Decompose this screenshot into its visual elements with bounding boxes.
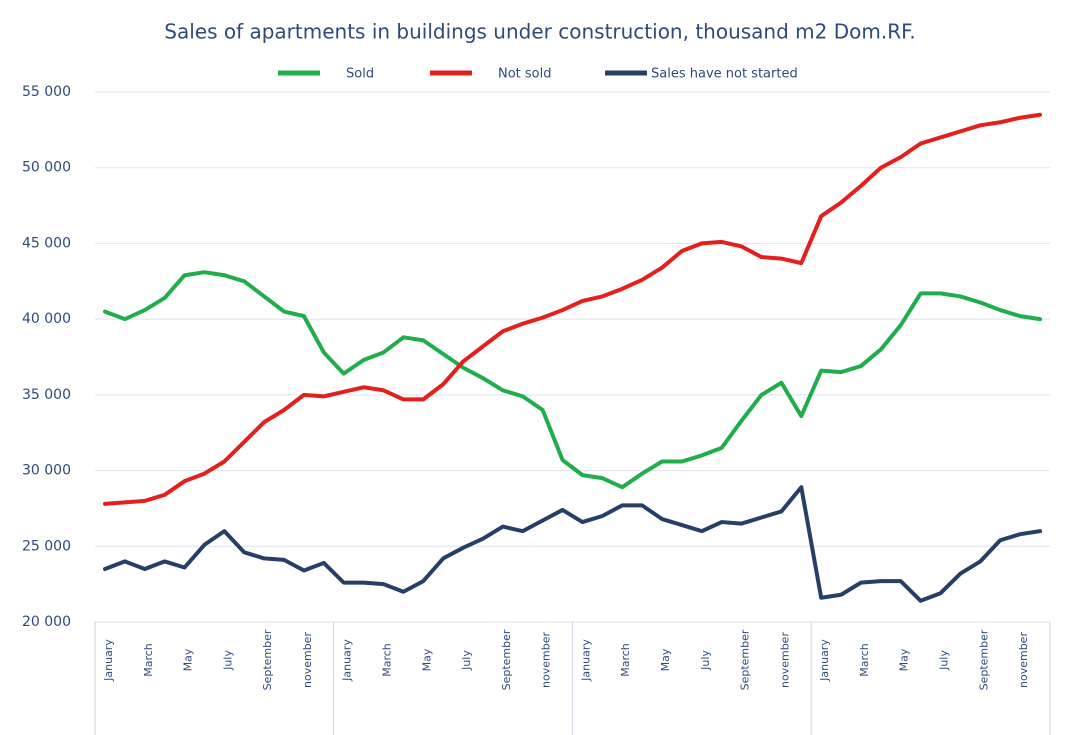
x-tick-label: January bbox=[341, 639, 354, 682]
x-tick-label: September bbox=[977, 629, 990, 690]
x-tick-label: January bbox=[818, 639, 831, 682]
legend-label: Not sold bbox=[498, 67, 552, 82]
y-tick-label: 45 000 bbox=[22, 235, 71, 251]
x-tick-label: May bbox=[898, 648, 911, 671]
x-tick-label: March bbox=[619, 643, 632, 677]
y-tick-label: 30 000 bbox=[22, 463, 71, 479]
x-tick-label: January bbox=[579, 639, 592, 682]
x-tick-label: May bbox=[182, 648, 195, 671]
x-tick-label: november bbox=[778, 632, 791, 688]
x-tick-label: September bbox=[261, 629, 274, 690]
y-tick-label: 55 000 bbox=[22, 84, 71, 100]
legend-label: Sold bbox=[346, 67, 374, 82]
x-tick-label: november bbox=[301, 632, 314, 688]
x-tick-label: September bbox=[739, 629, 752, 690]
x-tick-label: March bbox=[142, 643, 155, 677]
y-tick-label: 20 000 bbox=[22, 614, 71, 630]
series-line bbox=[103, 112, 1042, 506]
x-tick-label: September bbox=[500, 629, 513, 690]
x-tick-label: March bbox=[858, 643, 871, 677]
chart-title: Sales of apartments in buildings under c… bbox=[164, 20, 916, 44]
x-tick-label: november bbox=[540, 632, 553, 688]
y-tick-label: 40 000 bbox=[22, 311, 71, 327]
x-tick-label: May bbox=[659, 648, 672, 671]
x-tick-label: July bbox=[938, 650, 951, 671]
x-tick-label: november bbox=[1017, 632, 1030, 688]
x-tick-label: July bbox=[460, 650, 473, 671]
x-tick-label: January bbox=[102, 639, 115, 682]
x-tick-label: July bbox=[221, 650, 234, 671]
legend-label: Sales have not started bbox=[651, 67, 798, 82]
x-tick-label: May bbox=[420, 648, 433, 671]
x-tick-label: July bbox=[699, 650, 712, 671]
y-tick-label: 50 000 bbox=[22, 160, 71, 176]
x-tick-label: March bbox=[381, 643, 394, 677]
y-tick-label: 25 000 bbox=[22, 538, 71, 554]
y-tick-label: 35 000 bbox=[22, 387, 71, 403]
series-line bbox=[103, 270, 1042, 490]
series-line bbox=[103, 485, 1042, 603]
